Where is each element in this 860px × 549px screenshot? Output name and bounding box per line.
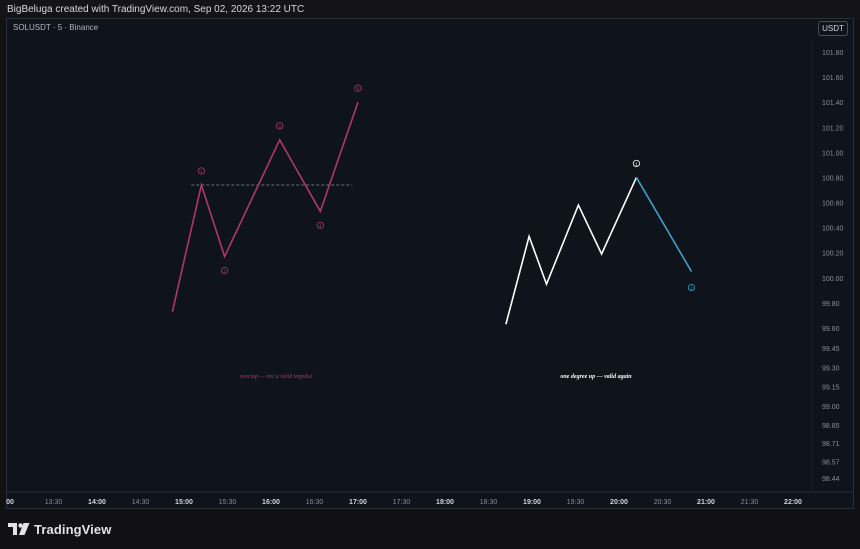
x-tick-label: 18:00 [436,499,454,506]
wave-label-ring [221,266,229,275]
y-tick-label: 101.00 [822,150,844,157]
y-tick-label: 99.30 [822,365,840,372]
wave-label-ring [354,84,362,92]
y-tick-label: 101.60 [822,75,844,82]
wave-line-1 [505,177,638,325]
x-tick-label: 15:00 [175,499,193,506]
x-tick-label: 15:30 [219,499,237,506]
y-tick-label: 99.80 [822,301,840,308]
y-tick-label: 98.85 [822,423,840,430]
attribution-bar: BigBeluga created with TradingView.com, … [0,0,860,20]
wave-label-ring [276,122,284,130]
annotation-valid: one degree up — valid again [560,374,632,380]
y-tick-label: 99.45 [822,346,840,353]
y-tick-label: 101.20 [822,125,844,132]
wave-label-text: 1 [635,161,638,166]
x-tick-label: 16:00 [262,499,280,506]
x-tick-label: 14:00 [88,499,106,506]
wave-line-0 [171,101,359,312]
y-tick-label: 98.57 [822,459,840,466]
y-tick-label: 100.60 [822,201,844,208]
currency-button[interactable]: USDT [818,21,848,36]
y-tick-label: 99.15 [822,385,840,392]
x-tick-label: 18:30 [480,499,498,506]
wave-label-text: 5 [357,86,360,91]
y-tick-label: 100.20 [822,251,844,258]
x-tick-label: 17:00 [349,499,367,506]
x-tick-label: 19:30 [567,499,585,506]
wave-label: 3 [276,122,284,130]
wave-label-text: 1 [200,169,203,174]
tradingview-logo-text: TradingView [34,522,112,537]
wave-labels: 1 2 3 4 5 1 2 [197,84,696,292]
wave-label: 4 [316,221,324,229]
y-tick-label: 100.00 [822,276,844,283]
x-tick-label: 00 [6,499,14,506]
tradingview-logo[interactable]: TradingView [8,522,111,537]
wave-label-ring [687,283,696,292]
footer-bar [0,510,860,549]
chart-panel[interactable] [6,18,854,509]
wave-label-text: 2 [690,286,693,291]
wave-label-ring [632,159,641,168]
wave-label-ring [197,167,205,175]
wave-label: 1 [197,167,205,175]
x-tick-label: 17:30 [393,499,411,506]
annotation-invalid: overlap — not a valid impulse [240,374,313,380]
x-tick-label: 19:00 [523,499,541,506]
symbol-label[interactable]: SOLUSDT · 5 · Binance [13,23,99,32]
wave-line-2 [635,177,693,272]
y-tick-label: 101.80 [822,50,844,57]
y-tick-label: 100.40 [822,226,844,233]
wave-label-text: 3 [278,124,281,129]
x-tick-label: 21:30 [741,499,759,506]
wave-label-text: 4 [319,223,322,228]
x-tick-label: 22:00 [784,499,802,506]
wave-label-ring [316,221,324,229]
y-tick-label: 98.71 [822,441,840,448]
x-tick-label: 13:30 [45,499,63,506]
y-tick-label: 99.00 [822,404,840,411]
tradingview-logo-icon [8,523,30,535]
x-tick-label: 14:30 [132,499,150,506]
wave-label: 2 [687,283,696,292]
y-tick-label: 101.40 [822,100,844,107]
x-tick-label: 21:00 [697,499,715,506]
wave-series [171,101,693,325]
x-tick-label: 20:30 [654,499,672,506]
wave-label-text: 2 [223,268,226,273]
y-tick-label: 98.44 [822,476,840,483]
attribution-text: BigBeluga created with TradingView.com, … [7,4,305,15]
y-tick-label: 100.80 [822,175,844,182]
wave-label: 2 [221,266,229,275]
x-tick-label: 20:00 [610,499,628,506]
wave-label: 5 [354,84,362,92]
wave-label: 1 [632,159,641,168]
x-tick-label: 16:30 [306,499,324,506]
y-tick-label: 99.60 [822,326,840,333]
time-axis[interactable]: 00 13:30 14:00 14:30 15:00 15:30 16:00 16:30 17:… [6,499,802,506]
price-axis[interactable]: 101.80 101.60 101.40 101.20 101.00 100.80 100.… [822,50,844,483]
